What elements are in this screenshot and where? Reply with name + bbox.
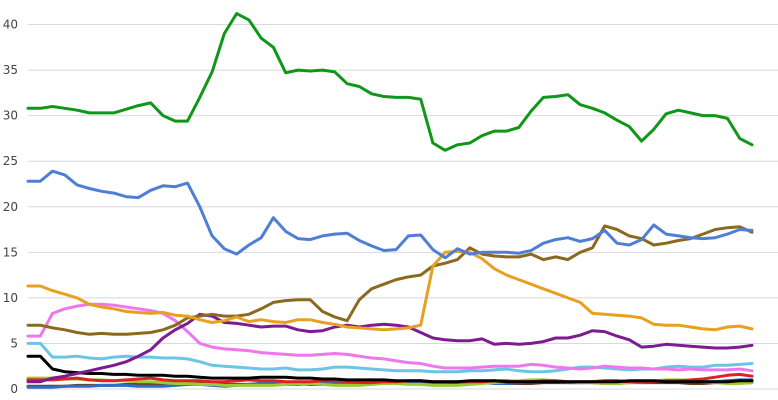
- series-line-4: [26, 224, 754, 336]
- series-line-3: [26, 249, 754, 332]
- y-tick-label: 15: [3, 245, 18, 259]
- y-axis-tick-labels: 0 5 10 15 20 25 30 35 40: [3, 18, 18, 397]
- gridlines: [28, 24, 778, 390]
- y-tick-label: 30: [3, 109, 18, 123]
- series-line-8: [26, 354, 754, 384]
- y-tick-label: 35: [3, 63, 18, 77]
- y-tick-label: 20: [3, 200, 18, 214]
- series-line-5: [26, 312, 754, 384]
- y-tick-label: 25: [3, 154, 18, 168]
- y-tick-label: 0: [10, 382, 18, 396]
- series-line-1: [26, 12, 754, 152]
- y-tick-label: 40: [3, 18, 18, 32]
- series-line-2: [26, 169, 754, 260]
- series-line-6: [26, 302, 754, 373]
- y-tick-label: 5: [10, 336, 18, 350]
- y-tick-label: 10: [3, 291, 18, 305]
- plot-area: [26, 12, 754, 389]
- series-line-7: [26, 341, 754, 374]
